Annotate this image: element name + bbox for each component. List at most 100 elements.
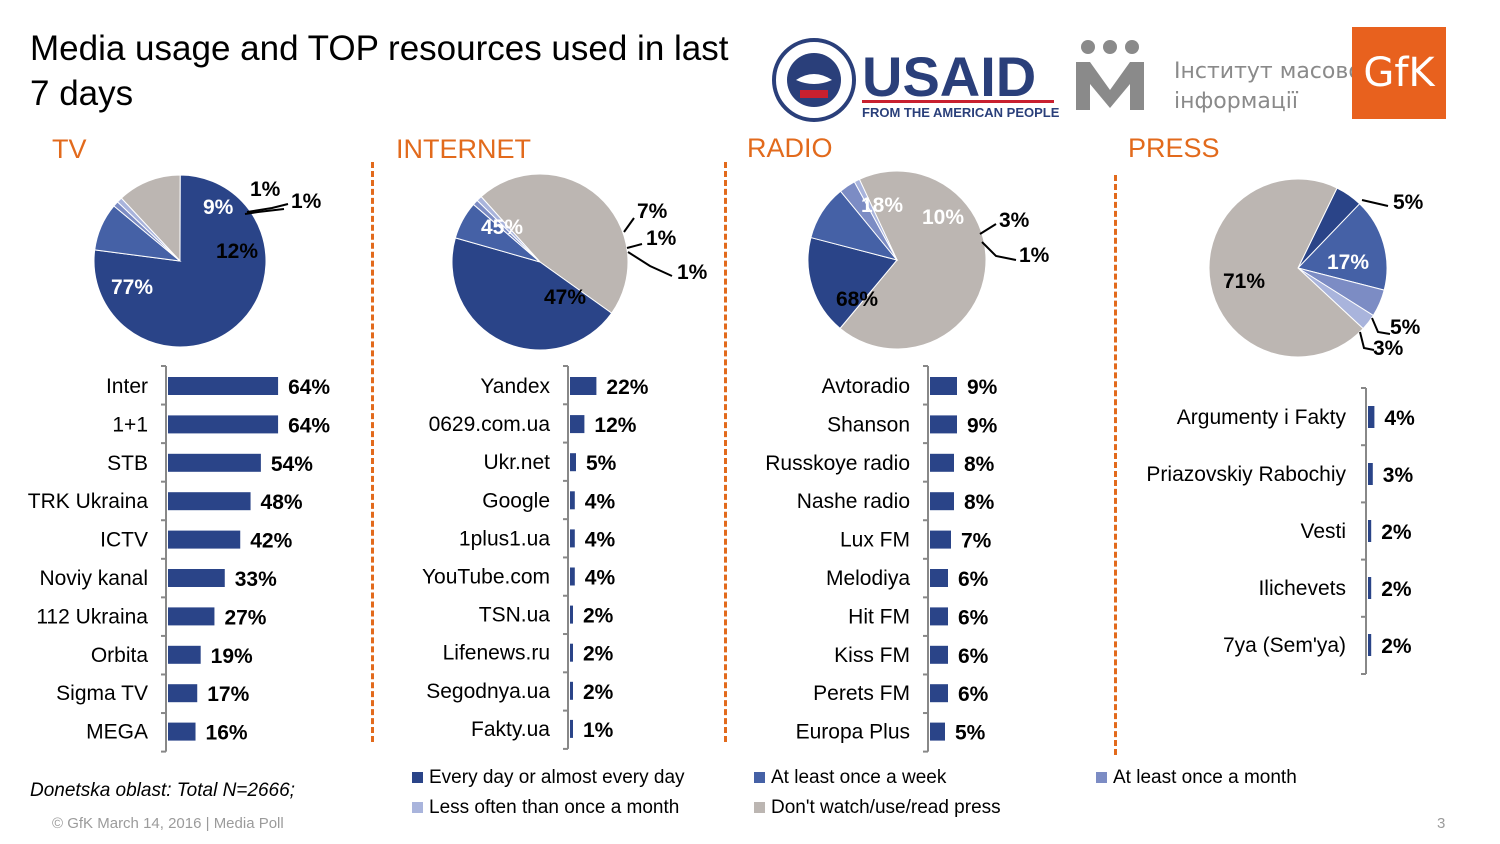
- pie-label-press-once-week: 17%: [1327, 251, 1370, 274]
- bar-value-label-internet: 2%: [583, 605, 614, 628]
- pie-label-internet-every-day: 45%: [481, 216, 524, 239]
- bar-category-label-radio: Russkoye radio: [765, 452, 910, 475]
- leader-line-tv-once-month: [244, 208, 285, 215]
- imi-dot-2: [1103, 40, 1117, 54]
- imi-name-line2: інформації: [1174, 89, 1299, 114]
- pie-label-internet-less-often: 1%: [677, 261, 708, 284]
- bar-internet: [570, 605, 573, 624]
- bar-category-label-tv: Orbita: [91, 644, 149, 667]
- bar-category-label-internet: Yandex: [480, 375, 550, 398]
- bar-category-label-tv: MEGA: [86, 721, 148, 744]
- bar-value-label-tv: 64%: [288, 414, 330, 437]
- bar-category-label-tv: Sigma TV: [56, 682, 148, 705]
- bar-value-label-radio: 8%: [964, 491, 995, 514]
- bar-category-label-radio: Hit FM: [848, 605, 910, 628]
- bar-category-label-radio: Avtoradio: [822, 375, 910, 398]
- bar-value-label-press: 3%: [1383, 464, 1414, 487]
- bar-category-label-internet: 0629.com.ua: [429, 413, 551, 436]
- usaid-seal-stripe: [800, 90, 828, 98]
- bar-value-label-press: 2%: [1381, 521, 1412, 544]
- bar-chart-internet: Yandex 22% 0629.com.ua 12% Ukr.net 5% Google 4%…: [422, 365, 649, 750]
- legend-swatch-once-month: [1096, 772, 1107, 783]
- imi-dot-1: [1081, 40, 1095, 54]
- bar-value-label-internet: 4%: [585, 490, 616, 513]
- pie-label-tv-once-month: 1%: [250, 178, 281, 201]
- usaid-handshake: [796, 74, 832, 84]
- bar-value-label-tv: 17%: [207, 683, 249, 706]
- bar-chart-tv: Inter 64% 1+1 64% STB 54% TRK Ukraina 48% ICTV 42…: [28, 365, 330, 753]
- legend-swatch-every-day: [412, 772, 423, 783]
- bar-value-label-internet: 22%: [606, 376, 648, 399]
- bar-value-label-internet: 2%: [583, 643, 614, 666]
- pie-slice-radio-every-day: [807, 236, 898, 330]
- bar-value-label-tv: 19%: [211, 645, 253, 668]
- bar-value-label-press: 4%: [1384, 407, 1415, 430]
- bar-internet: [570, 491, 575, 510]
- bar-value-label-radio: 6%: [958, 645, 989, 668]
- imi-dot-3: [1125, 40, 1139, 54]
- leader-line-tv-less-often: [246, 203, 289, 213]
- pie-slice-tv-never: [120, 174, 181, 263]
- pie-label-radio-once-week: 10%: [922, 206, 965, 229]
- bar-category-label-radio: Kiss FM: [834, 644, 910, 667]
- section-title-press: PRESS: [1128, 133, 1220, 163]
- pie-slice-radio-less-often: [853, 178, 898, 261]
- bar-category-label-internet: YouTube.com: [422, 566, 550, 589]
- divider-radio-press: [1114, 175, 1117, 755]
- bar-category-label-press: Ilichevets: [1258, 577, 1346, 600]
- pie-chart-internet: [451, 173, 629, 351]
- bar-internet: [570, 643, 573, 662]
- legend-label-once-month: At least once a month: [1113, 767, 1297, 788]
- bar-press: [1368, 463, 1373, 485]
- section-title-internet: INTERNET: [396, 134, 531, 164]
- legend-swatch-less-often: [412, 802, 423, 813]
- bar-tv: [168, 492, 251, 511]
- legend-label-never: Don't watch/use/read press: [771, 797, 1001, 818]
- bar-category-label-tv: TRK Ukraina: [28, 490, 149, 513]
- leader-line-internet-less-often: [627, 251, 673, 277]
- bar-press: [1368, 634, 1372, 656]
- bar-category-label-radio: Shanson: [827, 413, 910, 436]
- legend-item-never: Don't watch/use/read press: [754, 797, 1001, 819]
- bar-radio: [930, 684, 948, 703]
- bar-value-label-internet: 2%: [583, 681, 614, 704]
- bar-category-label-press: 7ya (Sem'ya): [1223, 634, 1346, 657]
- pie-label-radio-less-often: 1%: [1019, 244, 1050, 267]
- bar-radio: [930, 415, 957, 434]
- bar-value-label-press: 2%: [1381, 635, 1412, 658]
- pie-slice-press-never: [1208, 178, 1364, 358]
- leader-line-radio-less-often: [981, 241, 1017, 261]
- bar-category-label-internet: Lifenews.ru: [443, 642, 550, 665]
- pie-label-radio-never: 68%: [836, 288, 879, 311]
- divider-tv-internet: [371, 162, 374, 742]
- usaid-underline: [862, 100, 1054, 103]
- bar-tv: [168, 607, 215, 626]
- bar-value-label-internet: 12%: [594, 414, 636, 437]
- bar-category-label-internet: 1plus1.ua: [459, 527, 550, 550]
- legend-swatch-never: [754, 802, 765, 813]
- bar-category-label-internet: TSN.ua: [479, 604, 551, 627]
- bar-category-label-tv: ICTV: [100, 529, 148, 552]
- leader-line-press-every-day: [1361, 199, 1389, 207]
- pie-chart-tv: [93, 174, 267, 348]
- bar-category-label-internet: Fakty.ua: [471, 718, 550, 741]
- bar-value-label-tv: 33%: [235, 568, 277, 591]
- usaid-logo: USAID FROM THE AMERICAN PEOPLE: [772, 38, 1060, 122]
- bar-radio: [930, 722, 945, 741]
- bar-value-label-radio: 6%: [958, 606, 989, 629]
- bar-category-label-tv: 112 Ukraina: [36, 605, 148, 628]
- pie-slice-tv-less-often: [116, 197, 181, 262]
- bar-radio: [930, 377, 957, 395]
- bar-value-label-radio: 6%: [958, 683, 989, 706]
- bar-category-label-radio: Melodiya: [826, 567, 910, 590]
- pie-slice-internet-never: [480, 173, 629, 314]
- pie-label-tv-once-week: 9%: [203, 196, 234, 219]
- bar-internet: [570, 719, 573, 738]
- bar-category-label-radio: Perets FM: [813, 682, 910, 705]
- page-number: 3: [1437, 815, 1446, 832]
- bar-radio: [930, 453, 954, 472]
- pie-chart-press: [1208, 178, 1388, 358]
- pie-slice-internet-less-often: [476, 195, 541, 263]
- pie-label-internet-once-week: 7%: [637, 200, 668, 223]
